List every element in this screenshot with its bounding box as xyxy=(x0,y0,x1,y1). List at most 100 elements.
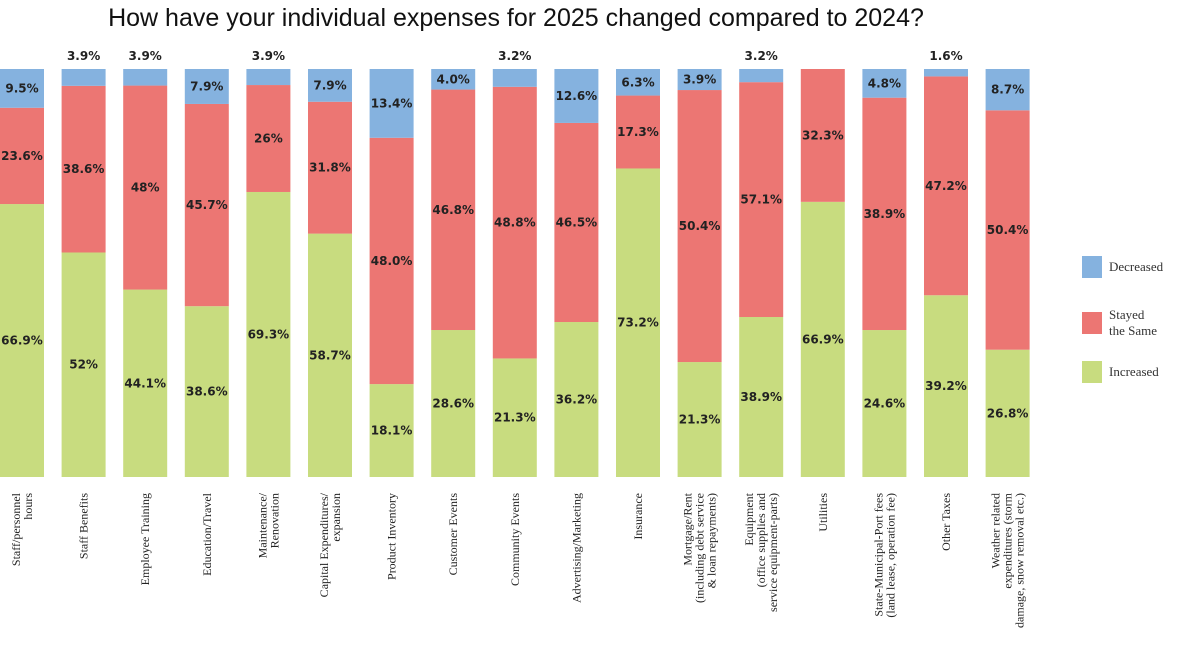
data-label-stayed: 57.1% xyxy=(740,193,782,207)
bar-segment-decreased xyxy=(123,69,168,86)
bar-segment-stayed xyxy=(123,85,168,290)
bar-segment-increased xyxy=(492,358,537,477)
data-label-stayed: 46.8% xyxy=(432,203,474,217)
category-label: Staff Benefits xyxy=(77,493,91,559)
bar-segment-stayed xyxy=(616,95,660,169)
data-label-stayed: 50.4% xyxy=(987,223,1029,237)
category-label-line: Employee Training xyxy=(138,493,152,585)
bar-segment-increased xyxy=(677,362,722,477)
data-label-stayed: 48% xyxy=(131,181,160,195)
legend-label-stayed: Stayed xyxy=(1109,307,1145,322)
data-label-increased: 18.1% xyxy=(371,424,413,438)
bar-segment-increased xyxy=(924,295,968,477)
bar-segment-stayed xyxy=(985,110,1030,350)
bar-segment-stayed xyxy=(800,69,845,202)
bar-segment-stayed xyxy=(184,103,229,307)
data-label-increased: 39.2% xyxy=(925,379,967,393)
data-label-increased: 38.6% xyxy=(186,385,228,399)
bar-segment-stayed xyxy=(739,82,784,318)
bar-segment-increased xyxy=(0,204,44,477)
category-label-line: Community Events xyxy=(508,493,522,586)
data-label-stayed: 38.9% xyxy=(864,207,906,221)
bar-segment-stayed xyxy=(61,85,106,253)
category-label-line: Advertising/Marketing xyxy=(569,493,583,603)
category-label: Product Inventory xyxy=(385,493,399,580)
data-label-increased: 36.2% xyxy=(556,393,598,407)
bar-segment-increased xyxy=(739,317,784,477)
bar-segment-decreased xyxy=(985,69,1030,111)
data-label-decreased: 9.5% xyxy=(5,81,38,95)
category-label-line: Utilities xyxy=(816,493,830,532)
bar-segment-stayed xyxy=(492,86,537,359)
bar-segment-decreased xyxy=(369,69,414,138)
category-label-line: (land lease, operation fee) xyxy=(883,493,897,618)
category-label: Other Taxes xyxy=(939,493,953,551)
bar-segment-decreased xyxy=(0,69,44,108)
bar-segment-increased xyxy=(184,306,229,477)
data-label-stayed: 48.0% xyxy=(371,254,413,268)
data-label-stayed: 31.8% xyxy=(309,161,351,175)
category-label: Maintenance/Renovation xyxy=(255,492,281,558)
legend-swatch-stayed xyxy=(1082,312,1102,334)
legend-label-increased: Increased xyxy=(1109,364,1159,379)
bar-segment-stayed xyxy=(862,97,907,331)
data-label-decreased: 3.9% xyxy=(683,73,716,87)
data-label-decreased: 12.6% xyxy=(556,89,598,103)
data-label-stayed: 46.5% xyxy=(556,215,598,229)
bar-segment-increased xyxy=(431,330,476,477)
category-label-line: damage, snow removal etc.) xyxy=(1013,493,1027,628)
category-label: Customer Events xyxy=(446,493,460,576)
category-label-line: expansion xyxy=(329,493,343,542)
bar-segment-decreased xyxy=(246,69,291,86)
bar-segment-decreased xyxy=(184,69,229,104)
bar-segment-increased xyxy=(616,168,660,477)
legend-swatch-increased xyxy=(1082,361,1102,383)
bar-segment-stayed xyxy=(369,137,414,385)
data-label-increased: 58.7% xyxy=(309,348,351,362)
data-label-stayed: 32.3% xyxy=(802,128,844,142)
bar-segment-increased xyxy=(123,289,168,477)
data-label-decreased: 13.4% xyxy=(371,96,413,110)
data-label-decreased: 3.9% xyxy=(252,49,285,63)
data-label-stayed: 48.8% xyxy=(494,216,536,230)
bar-segment-decreased xyxy=(616,69,660,96)
bar-segment-stayed xyxy=(924,76,968,296)
bar-segment-decreased xyxy=(677,69,722,91)
bar-segment-increased xyxy=(862,330,907,477)
category-label-line: (office supplies and xyxy=(754,493,768,587)
category-label: State-Municipal-Port fees(land lease, op… xyxy=(871,493,897,618)
category-label: Utilities xyxy=(816,493,830,532)
bar-segment-increased xyxy=(985,349,1030,477)
bar-segment-stayed xyxy=(308,101,352,234)
bar-segment-decreased xyxy=(554,69,599,123)
data-label-increased: 21.3% xyxy=(679,413,721,427)
category-label-line: expenditures (storm xyxy=(1001,492,1015,588)
category-label-line: Weather related xyxy=(989,493,1003,568)
data-label-increased: 69.3% xyxy=(248,327,290,341)
data-label-increased: 44.1% xyxy=(124,376,166,390)
data-label-decreased: 3.2% xyxy=(498,49,531,63)
category-label-line: Education/Travel xyxy=(200,492,214,576)
data-label-decreased: 7.9% xyxy=(313,78,346,92)
data-label-increased: 21.3% xyxy=(494,411,536,425)
category-label-line: Customer Events xyxy=(446,493,460,576)
data-label-decreased: 7.9% xyxy=(190,79,223,93)
category-label: Education/Travel xyxy=(200,492,214,576)
category-label: Advertising/Marketing xyxy=(569,493,583,603)
data-label-decreased: 6.3% xyxy=(621,75,654,89)
category-label-line: Renovation xyxy=(267,493,281,548)
category-label-line: Staff/personnel xyxy=(9,492,23,566)
category-label-line: Other Taxes xyxy=(939,493,953,551)
category-label-line: service equipment-parts) xyxy=(766,493,780,612)
category-label: Community Events xyxy=(508,493,522,586)
bar-segment-decreased xyxy=(308,69,352,102)
bar-segment-decreased xyxy=(862,69,907,98)
bar-segment-decreased xyxy=(739,69,784,83)
bar-segment-increased xyxy=(369,384,414,477)
